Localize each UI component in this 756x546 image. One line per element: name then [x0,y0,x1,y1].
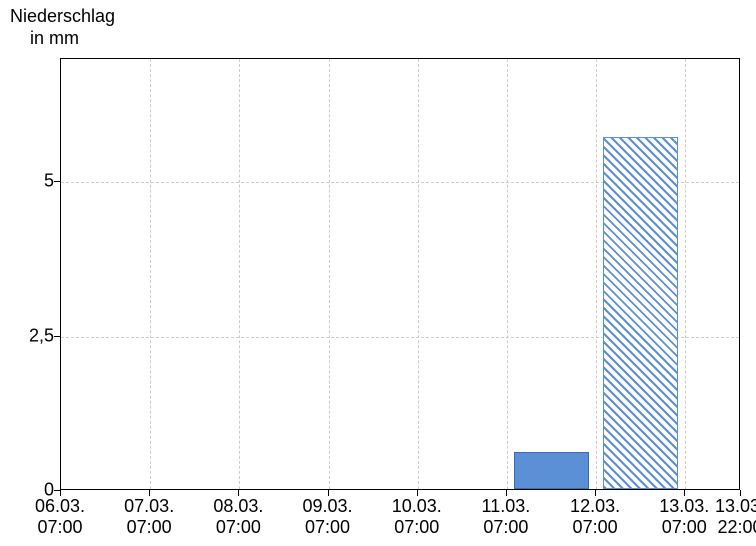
x-tick-label: 08.03.07:00 [213,496,263,537]
precip-chart: Niederschlag in mm 02,5506.03.07:0007.03… [0,0,756,546]
gridline-vertical [596,59,597,489]
x-tick-mark [417,490,418,496]
gridline-vertical [329,59,330,489]
x-tick-label: 06.03.07:00 [35,496,85,537]
y-tick-mark [54,181,60,182]
x-tick-mark [149,490,150,496]
y-tick-mark [54,336,60,337]
x-tick-label: 13.03.07:00 [659,496,709,537]
chart-title-line2: in mm [30,28,79,49]
plot-area [60,58,740,490]
y-tick-label: 2,5 [29,325,54,346]
x-tick-label: 07.03.07:00 [124,496,174,537]
x-tick-label: 11.03.07:00 [482,496,531,537]
x-tick-mark [328,490,329,496]
x-tick-label: 13.03.22:00 [715,496,756,537]
x-tick-label: 10.03.07:00 [392,496,442,537]
bar [603,137,678,489]
y-tick-label: 5 [44,171,54,192]
gridline-vertical [507,59,508,489]
x-tick-mark [740,490,741,496]
gridline-vertical [239,59,240,489]
x-tick-mark [595,490,596,496]
x-tick-mark [506,490,507,496]
bar [514,452,589,489]
x-tick-mark [684,490,685,496]
chart-title-line1: Niederschlag [10,6,115,27]
gridline-vertical [150,59,151,489]
gridline-vertical [685,59,686,489]
x-tick-mark [60,490,61,496]
gridline-vertical [418,59,419,489]
x-tick-label: 12.03.07:00 [570,496,620,537]
x-tick-mark [238,490,239,496]
x-tick-label: 09.03.07:00 [303,496,353,537]
